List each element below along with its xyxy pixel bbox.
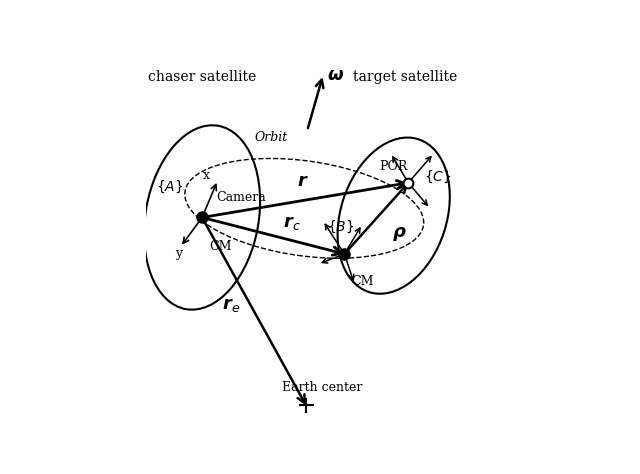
Text: $\boldsymbol{\rho}$: $\boldsymbol{\rho}$ bbox=[392, 225, 406, 243]
Text: chaser satellite: chaser satellite bbox=[148, 70, 256, 84]
Text: $\boldsymbol{r}_c$: $\boldsymbol{r}_c$ bbox=[283, 214, 300, 232]
Text: $\boldsymbol{r}_e$: $\boldsymbol{r}_e$ bbox=[222, 296, 241, 314]
Text: CM: CM bbox=[352, 275, 374, 288]
Text: target satellite: target satellite bbox=[353, 70, 457, 84]
Text: POR: POR bbox=[380, 160, 408, 173]
Text: x: x bbox=[203, 169, 210, 182]
Text: $\boldsymbol{r}$: $\boldsymbol{r}$ bbox=[296, 172, 308, 190]
Text: y: y bbox=[175, 247, 182, 260]
Text: $\{A\}$: $\{A\}$ bbox=[156, 178, 183, 195]
Text: Orbit: Orbit bbox=[255, 131, 288, 144]
Text: Earth center: Earth center bbox=[282, 381, 363, 394]
Text: $\{B\}$: $\{B\}$ bbox=[327, 219, 355, 235]
Text: $\{C\}$: $\{C\}$ bbox=[424, 169, 451, 185]
Text: Camera: Camera bbox=[217, 191, 266, 204]
Text: $\boldsymbol{\omega}$: $\boldsymbol{\omega}$ bbox=[327, 66, 344, 84]
Text: CM: CM bbox=[209, 240, 232, 253]
